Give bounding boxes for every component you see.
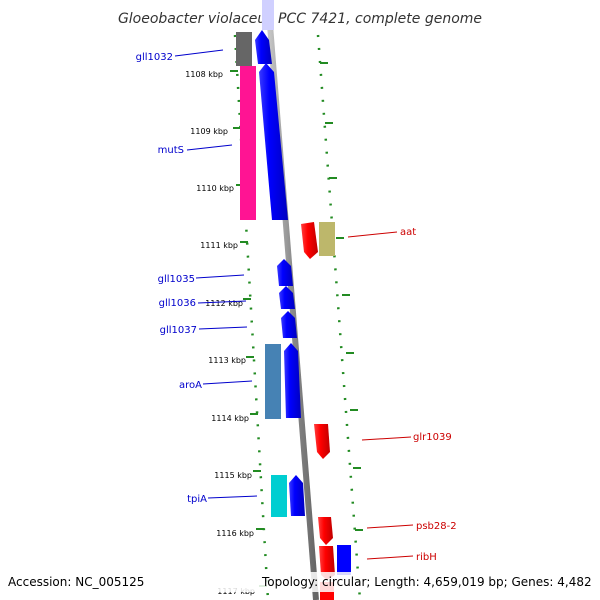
gene-labels: gll1032 mutS aat gll1035 gll1036 gll1037…	[136, 52, 457, 563]
tick-label: 1114 kbp	[211, 414, 249, 423]
gene-label-tpiA[interactable]: tpiA	[187, 494, 207, 505]
gll1036-gene-arrow[interactable]	[279, 286, 295, 309]
tick-label: 1116 kbp	[216, 529, 254, 538]
footer-background	[0, 572, 600, 592]
psb28-2-gene-arrow[interactable]	[318, 517, 333, 545]
mutS-gene-arrow[interactable]	[259, 63, 288, 220]
topology-text: Topology: circular; Length: 4,659,019 bp…	[261, 575, 592, 589]
mutS-cog-block[interactable]	[240, 66, 256, 220]
gll1035-gene-arrow[interactable]	[277, 259, 293, 286]
gll1032-gene-arrow[interactable]	[255, 30, 272, 64]
gene-label-gll1037[interactable]: gll1037	[160, 325, 197, 336]
kbp-ticks: 1108 kbp 1109 kbp 1110 kbp 1111 kbp 1112…	[185, 70, 267, 596]
tick-label: 1108 kbp	[185, 70, 223, 79]
top-fragment	[262, 0, 274, 30]
ribH-gene-arrow[interactable]	[319, 546, 335, 580]
tick-label: 1115 kbp	[214, 471, 252, 480]
gene-label-glr1039[interactable]: glr1039	[413, 432, 452, 443]
gene-label-psb28-2[interactable]: psb28-2	[416, 521, 457, 532]
aat-cog-block[interactable]	[319, 222, 335, 256]
genes	[236, 0, 351, 600]
accession-text: Accession: NC_005125	[8, 575, 144, 589]
gll1037-gene-arrow[interactable]	[281, 311, 297, 338]
gene-label-mutS[interactable]: mutS	[158, 145, 184, 156]
label-connectors	[174, 49, 414, 560]
tick-label: 1109 kbp	[190, 127, 228, 136]
tick-label: 1113 kbp	[208, 356, 246, 365]
ribH-cog-block[interactable]	[337, 545, 351, 575]
gene-label-ribH[interactable]: ribH	[416, 552, 437, 563]
glr1039-gene-arrow[interactable]	[314, 424, 330, 459]
tpiA-cog-block[interactable]	[271, 475, 287, 517]
tick-label: 1111 kbp	[200, 241, 238, 250]
tick-label: 1112 kbp	[205, 299, 243, 308]
gc-track-right	[316, 34, 362, 600]
gene-label-gll1036[interactable]: gll1036	[159, 298, 196, 309]
aroA-gene-arrow[interactable]	[284, 343, 301, 418]
tpiA-gene-arrow[interactable]	[289, 475, 305, 516]
gene-label-gll1035[interactable]: gll1035	[158, 274, 195, 285]
map-title: Gloeobacter violaceus PCC 7421, complete…	[118, 11, 482, 27]
gene-label-aat[interactable]: aat	[400, 227, 416, 238]
gene-label-gll1032[interactable]: gll1032	[136, 52, 173, 63]
aroA-cog-block[interactable]	[265, 344, 281, 419]
right-track-dashes	[320, 62, 363, 531]
gene-label-aroA[interactable]: aroA	[179, 380, 202, 391]
gll1032-cog-block[interactable]	[236, 32, 252, 66]
aat-gene-arrow[interactable]	[301, 222, 318, 259]
tick-label: 1110 kbp	[196, 184, 234, 193]
